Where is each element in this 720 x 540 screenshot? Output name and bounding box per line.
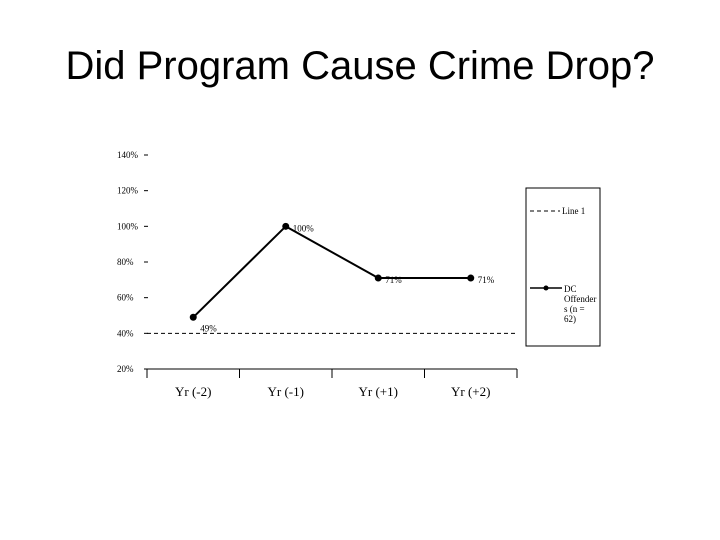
y-tick-label: 100% [117, 221, 139, 231]
legend-label: s (n = [564, 304, 585, 314]
slide-title: Did Program Cause Crime Drop? [65, 44, 655, 88]
legend-label: 62) [564, 314, 576, 324]
data-point [189, 313, 197, 321]
data-label: 100% [293, 223, 315, 233]
y-tick-label: 40% [117, 328, 134, 338]
y-tick-label: 140% [117, 150, 139, 160]
legend-box [525, 187, 601, 347]
y-tick-label: 20% [117, 364, 134, 374]
x-tick-label: Yr (-1) [268, 384, 304, 399]
y-tick-label: 120% [117, 186, 139, 196]
data-point [282, 222, 290, 230]
legend-label: DC [564, 284, 577, 294]
legend-marker [543, 285, 549, 291]
data-label: 71% [385, 275, 402, 285]
data-label: 49% [200, 323, 217, 333]
data-label: 71% [478, 275, 495, 285]
x-tick-label: Yr (+2) [451, 384, 490, 399]
x-tick-label: Yr (-2) [175, 384, 211, 399]
plot-area: 20% 40% 60% 80% 100% 120% 140% Yr (-2) Yr (-1) Yr… [117, 150, 518, 399]
y-tick-label: 80% [117, 257, 134, 267]
y-tick-label: 60% [117, 293, 134, 303]
data-point [467, 274, 475, 282]
legend-label: Offender [564, 294, 596, 304]
x-tick-label: Yr (+1) [359, 384, 398, 399]
data-point [374, 274, 382, 282]
legend-label: Line 1 [562, 206, 585, 216]
series-line [192, 225, 471, 318]
